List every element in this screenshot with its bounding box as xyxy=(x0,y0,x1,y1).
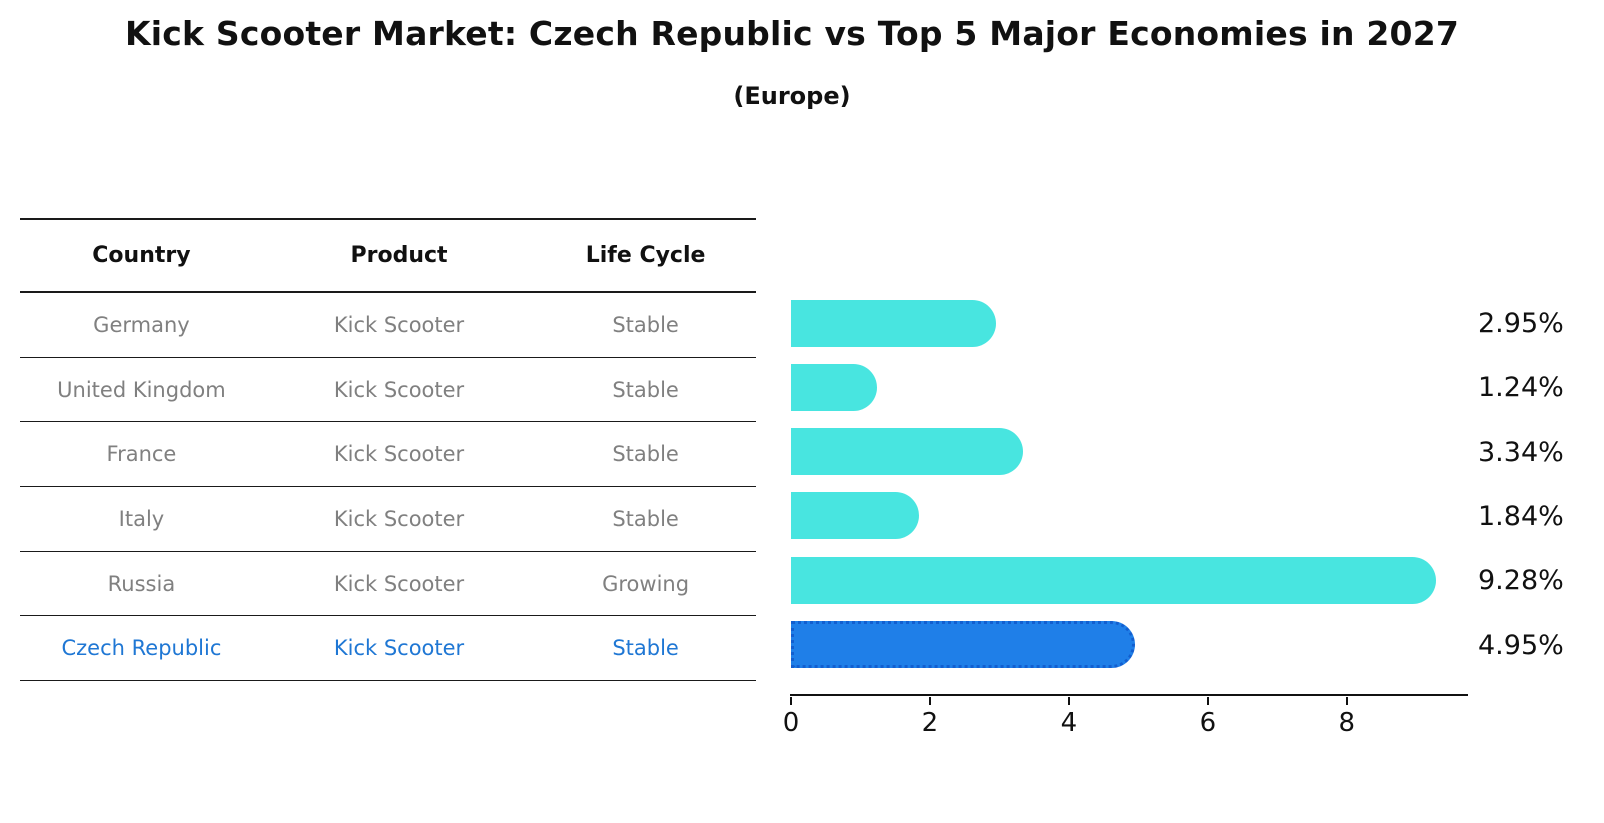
cell-country: Italy xyxy=(118,506,165,531)
cell-life-cycle: Stable xyxy=(612,312,679,337)
table-header-row: Country Product Life Cycle xyxy=(20,220,756,293)
bar-value-label: 2.95% xyxy=(1478,308,1564,339)
x-tick-label: 8 xyxy=(1338,708,1356,738)
bar-value-label: 1.24% xyxy=(1478,372,1564,404)
bar-value-label: 4.95% xyxy=(1478,629,1564,661)
x-tick-mark xyxy=(928,696,932,705)
country-table: Country Product Life Cycle Germany Kick S… xyxy=(20,218,756,682)
bar xyxy=(791,621,1135,668)
cell-product: Kick Scooter xyxy=(333,312,465,337)
cell-country: Russia xyxy=(107,571,176,596)
x-tick-label: 2 xyxy=(921,708,939,738)
bar xyxy=(791,492,919,540)
table-row: Russia Kick Scooter Growing xyxy=(20,552,756,617)
bar-value-label: 9.28% xyxy=(1478,565,1564,597)
table-row: Czech Republic Kick Scooter Stable xyxy=(20,616,756,682)
chart-subtitle: (Europe) xyxy=(733,82,851,110)
table-row: Germany Kick Scooter Stable xyxy=(20,293,756,358)
chart-title: Kick Scooter Market: Czech Republic vs T… xyxy=(124,14,1460,53)
x-tick-mark xyxy=(1067,696,1071,705)
cell-life-cycle: Growing xyxy=(602,571,690,596)
x-tick-label: 0 xyxy=(782,708,800,738)
bar xyxy=(791,428,1023,476)
table-body: Germany Kick Scooter Stable United Kingdom K… xyxy=(20,293,756,682)
cell-product: Kick Scooter xyxy=(333,506,465,531)
column-header-country: Country xyxy=(92,243,191,268)
cell-product: Kick Scooter xyxy=(333,442,465,467)
x-tick-label: 4 xyxy=(1060,708,1078,738)
table-row: United Kingdom Kick Scooter Stable xyxy=(20,358,756,423)
cell-country: Czech Republic xyxy=(61,636,222,661)
bar-value-label: 1.84% xyxy=(1478,500,1564,532)
cell-life-cycle: Stable xyxy=(612,506,679,531)
column-header-life-cycle: Life Cycle xyxy=(585,243,706,268)
x-tick-mark xyxy=(1345,696,1349,705)
cell-product: Kick Scooter xyxy=(333,571,465,596)
cell-country: Germany xyxy=(93,312,190,337)
bar xyxy=(791,363,877,411)
x-tick-mark xyxy=(1206,696,1210,705)
bar-chart: 0 2 4 6 8 2.95% 1.24% 3.34% 1.84% 9.28% 4.95% xyxy=(783,290,1604,750)
cell-product: Kick Scooter xyxy=(333,636,465,661)
cell-country: France xyxy=(106,442,177,467)
x-tick-mark xyxy=(789,696,793,705)
cell-life-cycle: Stable xyxy=(612,636,679,661)
table-row: Italy Kick Scooter Stable xyxy=(20,487,756,552)
x-axis-line xyxy=(790,694,1468,696)
cell-life-cycle: Stable xyxy=(612,442,679,467)
table-row: France Kick Scooter Stable xyxy=(20,422,756,488)
cell-country: United Kingdom xyxy=(57,377,226,402)
bar xyxy=(791,556,1436,604)
bar-value-label: 3.34% xyxy=(1478,436,1564,468)
cell-life-cycle: Stable xyxy=(612,377,679,402)
cell-product: Kick Scooter xyxy=(333,377,465,402)
column-header-product: Product xyxy=(350,243,448,268)
bar xyxy=(791,299,996,347)
x-tick-label: 6 xyxy=(1199,708,1217,738)
